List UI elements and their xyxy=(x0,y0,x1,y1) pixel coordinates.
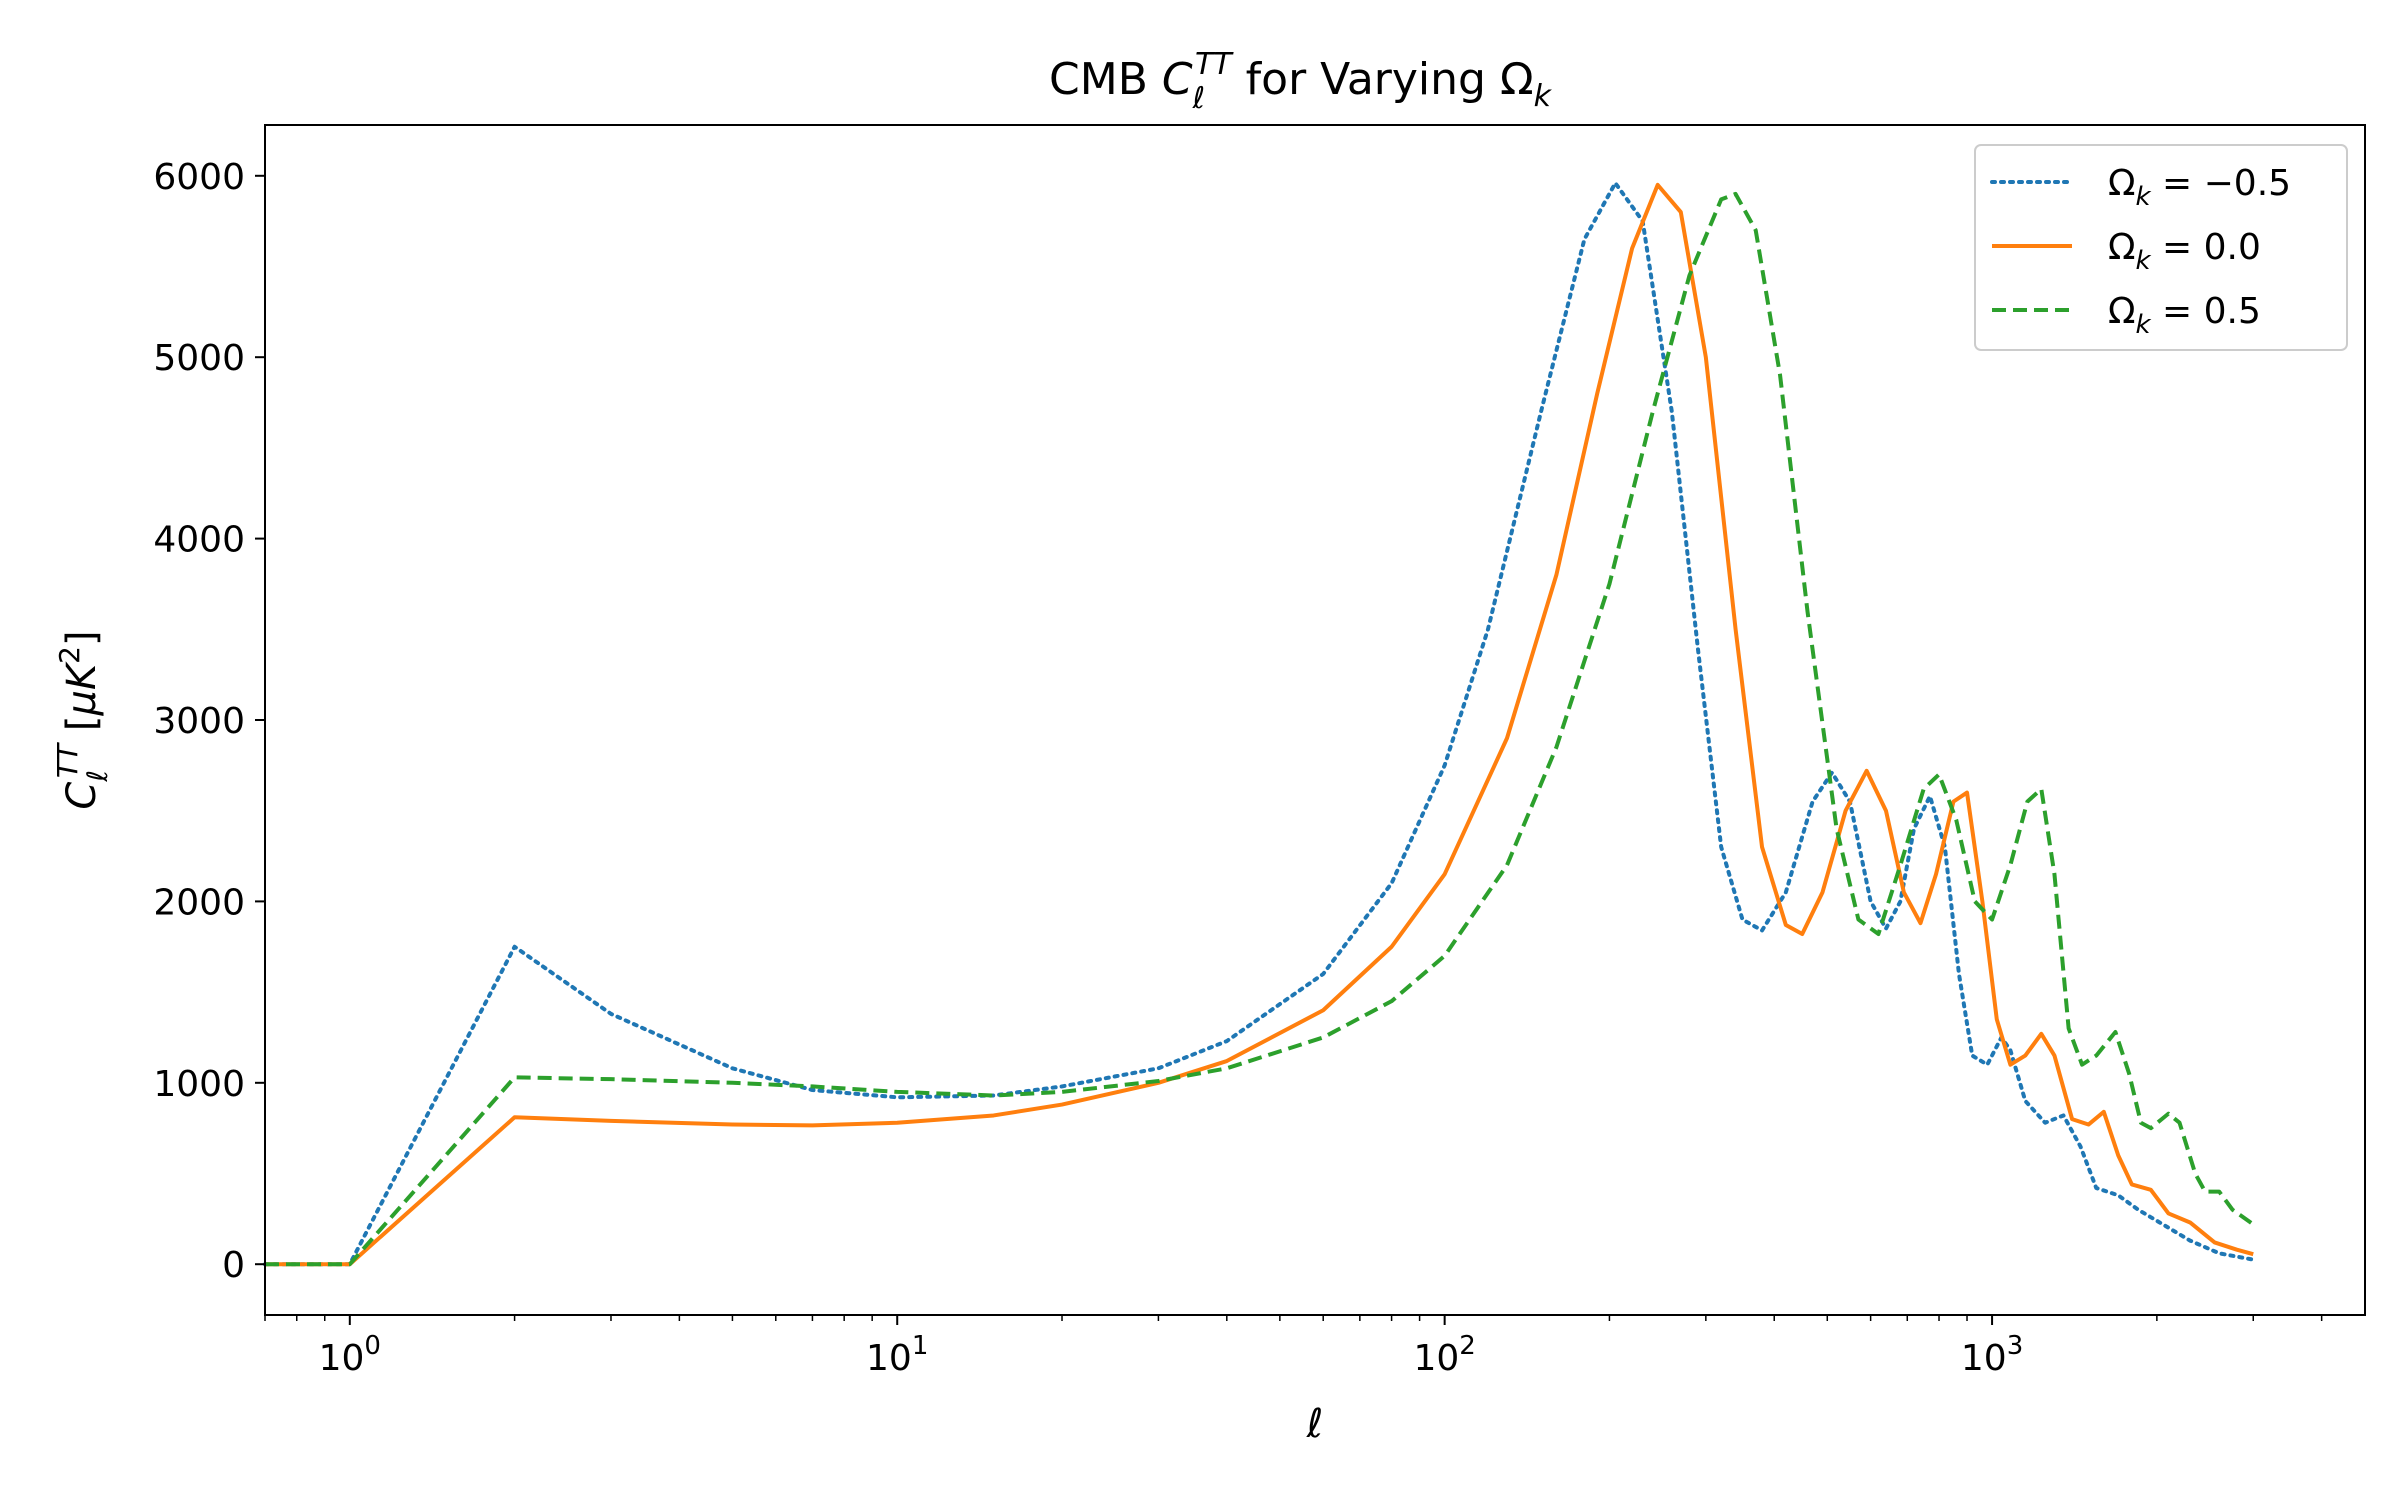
legend-entries: Ωk = −0.5 Ωk = 0.0 Ωk = 0.5 xyxy=(1990,163,2291,340)
y-tick-label-0: 0 xyxy=(222,1245,245,1286)
series-line-0 xyxy=(263,181,2256,1267)
x-minor-ticks xyxy=(264,1315,2323,1321)
legend-box xyxy=(1974,144,2348,351)
x-tick-label-2: 102 xyxy=(1413,1331,1475,1379)
x-major-ticks: 100 101 102 103 xyxy=(319,1315,2023,1379)
chart-title: CMB CℓTT for Varying Ωk xyxy=(1049,47,1553,116)
x-tick-label-3: 103 xyxy=(1961,1331,2023,1379)
legend-label-0: Ωk = −0.5 xyxy=(2108,163,2291,212)
series-line-2 xyxy=(265,191,2255,1267)
y-tick-label-1: 1000 xyxy=(153,1064,245,1105)
y-ticks: 0 1000 2000 3000 4000 5000 6000 xyxy=(153,157,265,1286)
y-tick-label-6: 6000 xyxy=(153,157,245,198)
y-axis: 0 1000 2000 3000 4000 5000 6000 CℓTT [μK2] xyxy=(51,157,265,1286)
legend-label-2: Ωk = 0.5 xyxy=(2108,291,2261,340)
y-axis-label: CℓTT [μK2] xyxy=(51,630,114,809)
x-axis: 100 101 102 103 ℓ xyxy=(264,1315,2323,1447)
x-axis-label: ℓ xyxy=(1306,1401,1324,1447)
y-tick-label-4: 4000 xyxy=(153,520,245,561)
legend-label-1: Ωk = 0.0 xyxy=(2108,227,2261,276)
series-line-1 xyxy=(265,182,2254,1267)
y-tick-label-2: 2000 xyxy=(153,882,245,923)
series-layer xyxy=(263,181,2256,1267)
legend: Ωk = −0.5 Ωk = 0.0 Ωk = 0.5 xyxy=(1974,144,2348,351)
y-tick-label-3: 3000 xyxy=(153,701,245,742)
x-tick-label-1: 101 xyxy=(866,1331,928,1379)
x-tick-label-0: 100 xyxy=(319,1331,381,1379)
y-tick-label-5: 5000 xyxy=(153,338,245,379)
